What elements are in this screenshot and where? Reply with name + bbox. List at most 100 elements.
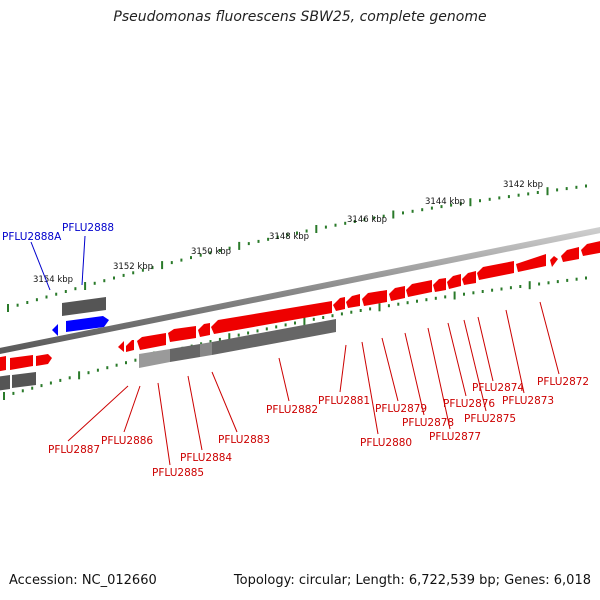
inner-tick: [463, 292, 465, 296]
outer-tick: [305, 229, 308, 233]
gene-arrow-PFLU2880[interactable]: [346, 294, 360, 308]
outer-tick: [84, 282, 87, 290]
label-PFLU2874[interactable]: PFLU2874: [472, 382, 524, 394]
label-PFLU2888[interactable]: PFLU2888: [62, 222, 114, 234]
label-PFLU2880[interactable]: PFLU2880: [360, 437, 412, 449]
gene-block-PFLU2888[interactable]: [62, 297, 106, 316]
gene-arrow-PFLU2877[interactable]: [406, 280, 432, 297]
gene-arrow-PFLU2875[interactable]: [447, 274, 461, 289]
outer-tick: [247, 242, 250, 246]
outer-tick: [469, 198, 472, 207]
outer-tick: [45, 295, 48, 299]
gene-arrow-PFLU2882[interactable]: [211, 301, 332, 334]
outer-tick: [382, 214, 385, 218]
leader-PFLU2888: [81, 235, 86, 286]
inner-tick: [547, 281, 550, 285]
inner-tick: [416, 299, 418, 303]
outer-tick: [257, 239, 260, 243]
feature-block-lower-mid-2[interactable]: [200, 342, 212, 357]
forward-genes: [0, 240, 600, 372]
gene-arrow-PFLU2873[interactable]: [477, 261, 514, 280]
outer-tick: [151, 266, 154, 270]
label-PFLU2887[interactable]: PFLU2887: [48, 444, 100, 456]
inner-tick: [500, 287, 503, 291]
leader-PFLU2878: [404, 332, 425, 416]
inner-tick: [106, 366, 109, 370]
inner-tick: [3, 392, 5, 400]
rna-features-lower: [0, 319, 336, 391]
gene-arrow-left-edge-1[interactable]: [0, 356, 6, 372]
label-PFLU2882[interactable]: PFLU2882: [266, 404, 318, 416]
gene-arrow-PFLU2886[interactable]: [126, 340, 134, 352]
outer-tick: [228, 246, 231, 250]
label-PFLU2876[interactable]: PFLU2876: [443, 398, 495, 410]
label-PFLU2886[interactable]: PFLU2886: [101, 435, 153, 447]
ruler-label-3142: 3142 kbp: [503, 180, 543, 190]
gene-arrow-PFLU2888[interactable]: [66, 316, 109, 332]
outer-tick: [64, 290, 67, 293]
outer-tick: [430, 206, 433, 210]
ruler-label-3146: 3146 kbp: [347, 215, 387, 225]
label-PFLU2881[interactable]: PFLU2881: [318, 395, 370, 407]
gene-arrow-PFLU2872[interactable]: [516, 254, 546, 272]
gene-arrow-PFLU2881[interactable]: [333, 297, 345, 311]
gene-arrow-PFLU2887[interactable]: [118, 341, 124, 352]
label-PFLU2877[interactable]: PFLU2877: [429, 431, 481, 443]
outer-tick: [190, 256, 192, 260]
outer-tick: [440, 205, 443, 209]
outer-tick: [209, 251, 212, 255]
outer-tick: [363, 218, 366, 222]
inner-tick: [265, 327, 268, 331]
outer-tick: [392, 210, 395, 219]
feature-block-lower-long[interactable]: [212, 319, 336, 355]
gene-arrow-left-edge-2[interactable]: [10, 355, 33, 370]
label-PFLU2878[interactable]: PFLU2878: [402, 417, 454, 429]
gene-arrow-PFLU2879[interactable]: [362, 290, 387, 306]
inner-tick: [585, 276, 587, 280]
outer-tick: [296, 231, 298, 235]
feature-block-lower-left-2[interactable]: [12, 372, 36, 388]
leader-PFLU2884: [187, 375, 203, 451]
inner-tick: [575, 277, 578, 281]
inner-tick: [378, 303, 381, 312]
label-PFLU2883[interactable]: PFLU2883: [218, 434, 270, 446]
outer-tick: [353, 220, 356, 223]
gene-arrow-right-edge-3[interactable]: [581, 240, 600, 256]
label-PFLU2888A[interactable]: PFLU2888A: [2, 231, 62, 243]
outer-tick: [7, 304, 9, 312]
gene-arrow-PFLU2874[interactable]: [462, 271, 476, 285]
outer-tick: [93, 281, 96, 285]
feature-block-lower-left[interactable]: [0, 375, 10, 391]
outer-tick: [556, 188, 559, 192]
outer-tick: [536, 191, 539, 194]
gene-arrow-right-edge-2[interactable]: [561, 247, 579, 262]
outer-tick: [199, 253, 202, 257]
feature-block-lower-mid[interactable]: [170, 344, 200, 362]
gene-arrow-right-edge-1[interactable]: [550, 256, 558, 267]
leader-PFLU2875: [463, 319, 487, 412]
inner-tick: [519, 285, 522, 288]
gene-arrow-PFLU2885[interactable]: [137, 333, 166, 350]
outer-tick: [286, 233, 289, 237]
feature-block-lower-light[interactable]: [139, 349, 170, 368]
gene-arrow-PFLU2876[interactable]: [433, 278, 446, 292]
label-PFLU2873[interactable]: PFLU2873: [502, 395, 554, 407]
label-PFLU2885[interactable]: PFLU2885: [152, 467, 204, 479]
gene-arrow-left-edge-3[interactable]: [36, 354, 52, 366]
gene-arrow-PFLU2888A[interactable]: [52, 324, 58, 336]
gene-arrow-PFLU2878[interactable]: [389, 286, 405, 301]
gene-arrow-PFLU2883[interactable]: [198, 323, 210, 337]
genome-backbone: [0, 226, 600, 355]
outer-tick: [170, 261, 173, 265]
gene-arrow-PFLU2884[interactable]: [168, 326, 196, 342]
inner-tick: [453, 291, 456, 300]
label-PFLU2875[interactable]: PFLU2875: [464, 413, 516, 425]
ruler-label-3154: 3154 kbp: [33, 275, 73, 285]
outer-tick: [373, 216, 376, 220]
inner-tick: [21, 389, 24, 393]
label-PFLU2872[interactable]: PFLU2872: [537, 376, 589, 388]
label-PFLU2879[interactable]: PFLU2879: [375, 403, 427, 415]
outer-tick: [402, 211, 404, 215]
label-PFLU2884[interactable]: PFLU2884: [180, 452, 232, 464]
inner-tick: [12, 391, 15, 395]
